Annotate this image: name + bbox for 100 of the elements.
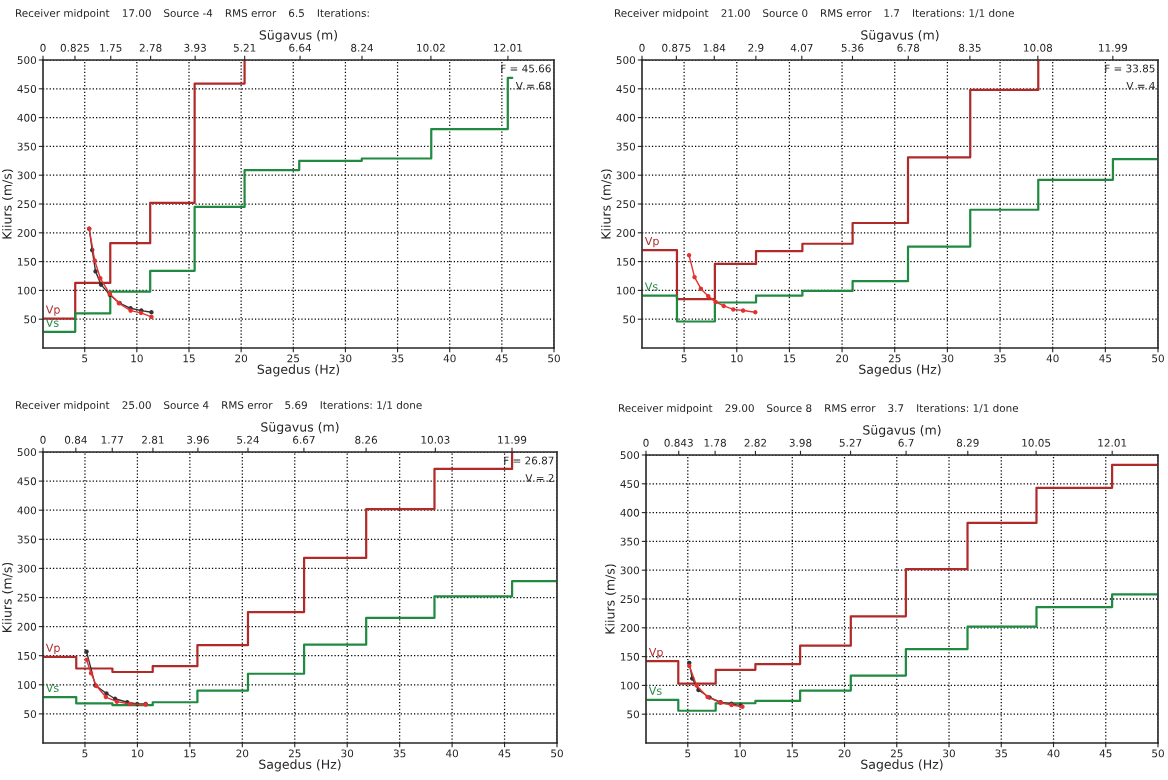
x2-tick-label: 0.843 — [664, 438, 693, 447]
text: 29.00 — [725, 404, 754, 413]
x-tick-label: 15 — [184, 749, 196, 758]
y-tick-label: 150 — [18, 257, 37, 266]
y-tick-label: 250 — [620, 595, 640, 604]
x2-tick-label: 3.93 — [184, 43, 206, 52]
series-label: Vs — [45, 683, 59, 693]
y-tick-label: 350 — [620, 537, 640, 546]
annotation: V = 68 — [515, 81, 551, 90]
x2-tick-label: 3.96 — [187, 435, 209, 444]
x-tick-label: 45 — [1099, 354, 1112, 363]
x-tick-label: 45 — [1099, 749, 1112, 758]
x-tick-label: 10 — [734, 749, 746, 758]
x2-tick-label: 0 — [40, 43, 46, 52]
y-tick-label: 350 — [17, 535, 37, 544]
x-tick-label: 15 — [783, 354, 796, 363]
y-tick-label: 500 — [17, 448, 37, 457]
x-tick-label: 5 — [681, 354, 687, 363]
series-label: Vp — [644, 236, 659, 248]
x-tick-label: 10 — [731, 354, 743, 363]
y-tick-label: 250 — [616, 200, 636, 209]
series-label: Vp — [648, 648, 663, 659]
x-tick-label: 20 — [836, 354, 849, 363]
text: RMS error — [821, 9, 872, 18]
text: 3.7 — [888, 404, 904, 413]
x2-tick-label: 2.81 — [142, 435, 164, 444]
y-tick-label: 100 — [617, 286, 636, 295]
source-note: Source -4 — [164, 9, 213, 18]
x2-tick-label: 5.21 — [233, 43, 256, 52]
text: RMS error — [825, 404, 876, 413]
annotation: V = 4 — [1126, 81, 1155, 90]
x-tick-label: 5 — [82, 749, 88, 758]
x2-tick-label: 10.02 — [417, 43, 445, 52]
y-tick-label: 450 — [616, 85, 636, 93]
text: Receiver midpoint — [619, 403, 713, 415]
x2-tick-label: 0.825 — [60, 43, 89, 52]
text: Receiver midpoint — [16, 400, 110, 412]
y-tick-label: 500 — [616, 56, 636, 65]
x2-axis-title: Sügavus (m) — [261, 422, 339, 435]
y-tick-label: 50 — [627, 710, 640, 719]
series-label: Vp — [45, 643, 60, 655]
series-label: Vs — [644, 282, 658, 291]
x2-tick-label: 0.875 — [662, 43, 691, 52]
x-axis-title: Sagedus (Hz) — [859, 364, 941, 377]
x-tick-label: 35 — [994, 354, 1006, 363]
y-tick-label: 300 — [616, 171, 636, 180]
x2-tick-label: 5.36 — [841, 43, 864, 52]
x-tick-label: 25 — [890, 749, 903, 758]
text: Iterations: 1/1 done — [917, 403, 1019, 413]
y-tick-label: 450 — [620, 480, 640, 488]
text: RMS error — [222, 401, 273, 410]
y-tick-label: 150 — [617, 257, 636, 266]
x2-tick-label: 8.29 — [956, 438, 979, 447]
source-note: Source 8 — [767, 404, 812, 413]
y-tick-label: 400 — [17, 113, 37, 122]
x-axis-title: Sagedus (Hz) — [257, 364, 340, 377]
x-tick-label: 50 — [1152, 354, 1164, 363]
x-tick-label: 20 — [838, 749, 851, 758]
x-tick-label: 20 — [236, 749, 249, 758]
x2-tick-label: 1.78 — [704, 438, 726, 447]
x-tick-label: 15 — [183, 354, 195, 363]
x2-tick-label: 11.99 — [1099, 43, 1128, 52]
text: 17.00 — [122, 9, 151, 18]
x2-tick-label: 4.07 — [790, 43, 813, 52]
x2-tick-label: 6.78 — [897, 43, 920, 52]
y-tick-label: 300 — [620, 566, 640, 575]
x-tick-label: 40 — [1047, 749, 1060, 758]
y-axis-title: Kiiurs (m/s) — [604, 564, 617, 634]
x-axis-title: Sagedus (Hz) — [259, 759, 341, 772]
annotation: F = 26.87 — [504, 456, 554, 465]
x2-tick-label: 0.84 — [64, 435, 87, 444]
y-tick-label: 200 — [616, 229, 636, 237]
annotation: F = 45.66 — [501, 64, 551, 73]
y-tick-label: 250 — [17, 593, 37, 602]
y-tick-label: 150 — [18, 651, 37, 660]
text: Receiver midpoint — [16, 8, 110, 20]
series-label: Vs — [45, 318, 59, 327]
y-tick-label: 150 — [621, 652, 640, 661]
y-tick-label: 50 — [24, 315, 37, 324]
y-tick-label: 100 — [18, 681, 37, 689]
x2-tick-label: 0 — [639, 43, 645, 52]
x2-tick-label: 12.01 — [1098, 438, 1127, 447]
x-tick-label: 25 — [888, 354, 901, 363]
x-tick-label: 45 — [498, 749, 511, 758]
x2-tick-label: 12.01 — [494, 43, 522, 52]
x2-tick-label: 11.99 — [498, 435, 527, 444]
x-tick-label: 10 — [131, 354, 143, 363]
x-tick-label: 30 — [941, 354, 954, 363]
x2-axis-title: Sügavus (m) — [259, 30, 338, 43]
y-tick-label: 450 — [17, 85, 37, 93]
x-axis-title: Sagedus (Hz) — [861, 759, 943, 772]
y-tick-label: 200 — [17, 229, 37, 237]
text: 21.00 — [721, 9, 750, 18]
x2-tick-label: 2.9 — [748, 43, 764, 52]
series-label: Vs — [648, 686, 662, 695]
source-note: Source 4 — [164, 401, 209, 410]
text: 6.5 — [288, 9, 304, 18]
x2-tick-label: 10.03 — [421, 435, 450, 444]
y-tick-label: 100 — [621, 681, 640, 690]
x-tick-label: 45 — [495, 354, 508, 363]
